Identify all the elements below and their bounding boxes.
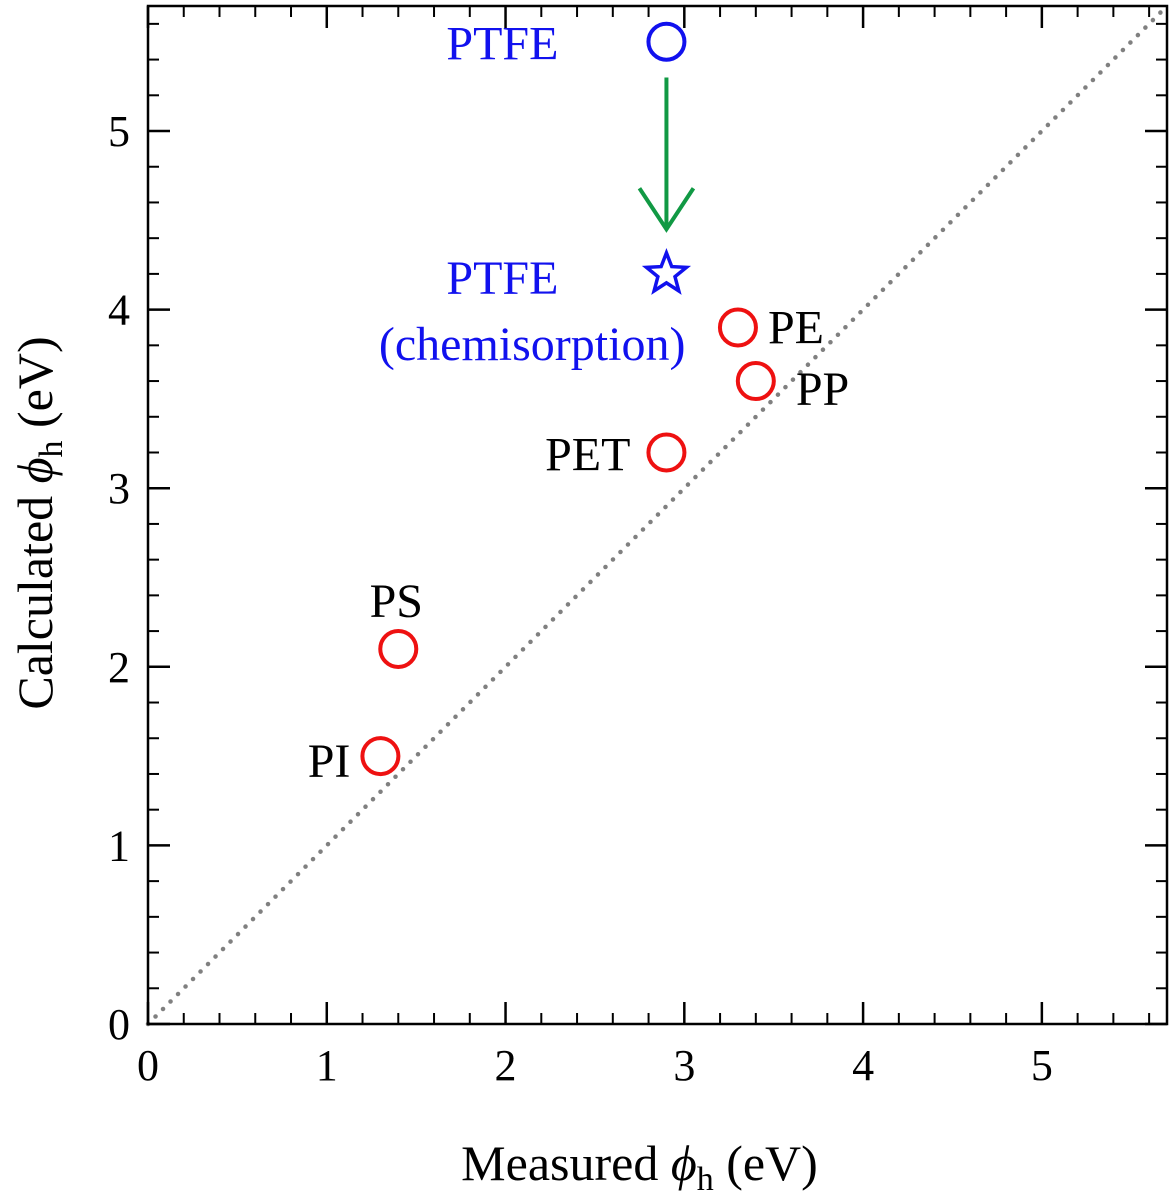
x-tick-label: 4 — [852, 1041, 874, 1090]
y-tick-label: 2 — [108, 643, 130, 692]
point-label-ps: PS — [370, 575, 423, 628]
x-tick-labels: 0 1 2 3 4 5 — [137, 1041, 1053, 1090]
point-label-pe: PE — [768, 301, 824, 354]
data-point-pe — [717, 307, 758, 348]
x-tick-label: 2 — [495, 1041, 517, 1090]
x-tick-label: 0 — [137, 1041, 159, 1090]
annotation-layer — [637, 77, 696, 233]
minor-ticks — [148, 6, 1167, 1024]
point-label-pet: PET — [545, 428, 630, 481]
point-label-ptfe-chemisorption: PTFE — [446, 252, 558, 305]
data-point-ptfe-chemisorption-star — [641, 248, 692, 295]
y-tick-label: 1 — [108, 821, 130, 870]
data-point-ps — [378, 628, 419, 669]
x-axis-title: Measured ϕh (eV) — [461, 1135, 818, 1198]
major-ticks — [146, 6, 1167, 1026]
y-tick-label: 4 — [108, 286, 130, 335]
data-point-pi — [360, 736, 401, 777]
reference-line-y-equals-x — [145, 3, 1170, 1027]
point-label-pp: PP — [796, 363, 849, 416]
data-point-pp — [735, 361, 776, 402]
data-point-pet — [646, 432, 687, 473]
y-tick-label: 0 — [108, 1000, 130, 1049]
point-label-chemisorption-note: (chemisorption) — [379, 318, 686, 371]
reference-line-layer — [145, 3, 1170, 1027]
x-tick-label: 5 — [1031, 1041, 1053, 1090]
y-tick-labels: 0 1 2 3 4 5 — [108, 107, 130, 1049]
x-tick-label: 1 — [316, 1041, 338, 1090]
y-tick-label: 5 — [108, 107, 130, 156]
arrow-head — [637, 187, 696, 233]
point-label-ptfe: PTFE — [446, 18, 558, 71]
point-label-pi: PI — [308, 735, 351, 788]
point-labels-layer: PE PP PET PS PI PTFE PTFE (chemisorption) — [308, 18, 849, 788]
data-point-ptfe — [646, 21, 687, 62]
data-points-layer — [360, 21, 776, 777]
y-tick-label: 3 — [108, 464, 130, 513]
y-axis-title: Calculated ϕh (eV) — [7, 336, 70, 709]
x-tick-label: 3 — [673, 1041, 695, 1090]
plot-frame — [146, 4, 1169, 1026]
